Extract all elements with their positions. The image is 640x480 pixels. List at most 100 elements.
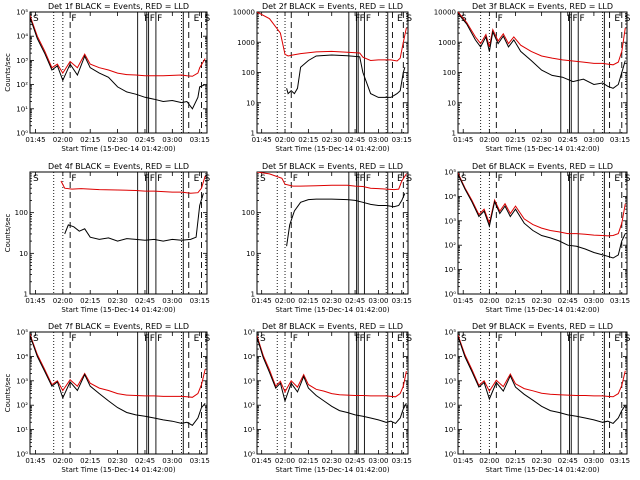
x-tick-label: 03:15 bbox=[392, 297, 412, 305]
y-tick-label: 10⁰ bbox=[444, 451, 456, 459]
y-tick-label: 10⁰ bbox=[16, 130, 28, 138]
panel-2: Det 2f BLACK = Events, RED = LLD 1 10 100 10… bbox=[233, 2, 413, 153]
y-tick-label: 1000 bbox=[438, 39, 456, 47]
x-tick-label: 02:15 bbox=[80, 136, 100, 144]
panel-6: Det 6f BLACK = Events, RED = LLD 10⁰ 10¹ 10… bbox=[444, 162, 630, 314]
event-letter: F bbox=[360, 334, 365, 344]
y-axis-label: Counts/sec bbox=[4, 374, 12, 413]
event-letter: F bbox=[567, 174, 572, 184]
panel-title: Det 4f BLACK = Events, RED = LLD bbox=[48, 162, 189, 171]
panel-4: Det 4f BLACK = Events, RED = LLD 1 10 100 01… bbox=[4, 162, 211, 314]
y-tick-label: 10⁴ bbox=[444, 353, 456, 361]
x-tick-label: 02:00 bbox=[479, 136, 499, 144]
x-axis-label: Start Time (15-Dec-14 01:42:00) bbox=[61, 145, 175, 153]
event-letter: S bbox=[625, 334, 631, 344]
plot-frame bbox=[256, 331, 409, 455]
event-letter: F bbox=[150, 174, 155, 184]
y-tick-label: 100 bbox=[242, 69, 255, 77]
event-letter: S bbox=[33, 174, 39, 184]
x-tick-label: 01:45 bbox=[453, 297, 473, 305]
panel-title: Det 2f BLACK = Events, RED = LLD bbox=[262, 2, 403, 11]
event-letter: F bbox=[157, 174, 162, 184]
y-tick-label: 10⁴ bbox=[16, 33, 28, 41]
x-tick-label: 02:00 bbox=[275, 297, 295, 305]
y-tick-label: 10⁰ bbox=[444, 291, 456, 299]
y-tick-label: 10⁵ bbox=[243, 329, 255, 337]
series-line-events bbox=[257, 337, 407, 425]
event-letter: E bbox=[194, 174, 200, 184]
y-tick-label: 10³ bbox=[444, 217, 456, 225]
plot-frame bbox=[457, 331, 628, 455]
x-tick-label: 02:45 bbox=[135, 297, 155, 305]
y-tick-label: 10000 bbox=[434, 9, 456, 17]
event-letter: F bbox=[71, 334, 76, 344]
y-tick-label: 1 bbox=[452, 130, 456, 138]
y-tick-label: 10⁵ bbox=[16, 329, 28, 337]
event-letter: F bbox=[366, 334, 371, 344]
x-tick-label: 03:00 bbox=[162, 297, 182, 305]
event-letter: F bbox=[144, 174, 149, 184]
x-tick-label: 02:15 bbox=[505, 457, 525, 465]
y-tick-label: 10² bbox=[16, 402, 28, 410]
x-tick-label: 03:15 bbox=[190, 297, 210, 305]
x-tick-label: 02:00 bbox=[479, 297, 499, 305]
x-tick-label: 02:30 bbox=[107, 457, 127, 465]
event-letter: E bbox=[397, 14, 403, 24]
event-letter: S bbox=[625, 174, 631, 184]
y-tick-label: 10³ bbox=[16, 57, 28, 65]
panel-title: Det 3f BLACK = Events, RED = LLD bbox=[472, 2, 613, 11]
y-axis-label: Counts/sec bbox=[4, 53, 12, 92]
y-tick-label: 10² bbox=[243, 402, 255, 410]
y-tick-label: 10³ bbox=[16, 377, 28, 385]
x-tick-label: 02:45 bbox=[558, 297, 578, 305]
event-letter: F bbox=[579, 334, 584, 344]
event-letter: S bbox=[33, 14, 39, 24]
event-letter: F bbox=[573, 334, 578, 344]
event-letter: F bbox=[355, 174, 360, 184]
x-tick-label: 02:30 bbox=[322, 136, 342, 144]
x-tick-label: 01:45 bbox=[252, 136, 272, 144]
event-letter: E bbox=[194, 334, 200, 344]
x-tick-label: 02:45 bbox=[345, 297, 365, 305]
x-tick-label: 02:00 bbox=[275, 136, 295, 144]
x-tick-label: 03:15 bbox=[610, 136, 630, 144]
event-letter: F bbox=[579, 14, 584, 24]
y-tick-label: 10⁵ bbox=[16, 9, 28, 17]
y-tick-label: 10 bbox=[19, 250, 28, 258]
panel-5: Det 5f BLACK = Events, RED = LLD 1 10 100 01… bbox=[242, 162, 413, 314]
event-letter: F bbox=[366, 14, 371, 24]
y-tick-label: 100 bbox=[443, 69, 456, 77]
series-line-events bbox=[64, 193, 204, 242]
y-tick-label: 10³ bbox=[243, 377, 255, 385]
x-tick-label: 02:30 bbox=[532, 457, 552, 465]
event-letter: F bbox=[579, 174, 584, 184]
event-letter: F bbox=[71, 174, 76, 184]
plot-frame bbox=[29, 11, 208, 134]
x-tick-label: 02:15 bbox=[298, 136, 318, 144]
event-letter: E bbox=[614, 14, 620, 24]
series-line-lld bbox=[30, 334, 206, 398]
event-letter: F bbox=[150, 334, 155, 344]
x-tick-label: 01:45 bbox=[252, 457, 272, 465]
event-letter: F bbox=[498, 174, 503, 184]
x-tick-label: 02:30 bbox=[322, 297, 342, 305]
y-tick-label: 10⁴ bbox=[444, 193, 456, 201]
plot-frame bbox=[256, 171, 409, 295]
y-tick-label: 10² bbox=[444, 402, 456, 410]
panel-title: Det 1f BLACK = Events, RED = LLD bbox=[48, 2, 189, 11]
x-tick-label: 02:00 bbox=[53, 136, 73, 144]
y-tick-label: 10 bbox=[246, 250, 255, 258]
y-tick-label: 10⁵ bbox=[444, 169, 456, 177]
series-line-events bbox=[458, 174, 626, 259]
x-tick-label: 03:15 bbox=[392, 457, 412, 465]
x-tick-label: 02:45 bbox=[135, 457, 155, 465]
x-axis-label: Start Time (15-Dec-14 01:42:00) bbox=[275, 466, 389, 474]
x-tick-label: 03:15 bbox=[610, 297, 630, 305]
event-letter: F bbox=[360, 14, 365, 24]
x-axis-label: Start Time (15-Dec-14 01:42:00) bbox=[275, 145, 389, 153]
event-letter: F bbox=[366, 174, 371, 184]
series-line-lld bbox=[30, 15, 206, 77]
event-letter: F bbox=[293, 174, 298, 184]
series-line-events bbox=[30, 335, 206, 426]
